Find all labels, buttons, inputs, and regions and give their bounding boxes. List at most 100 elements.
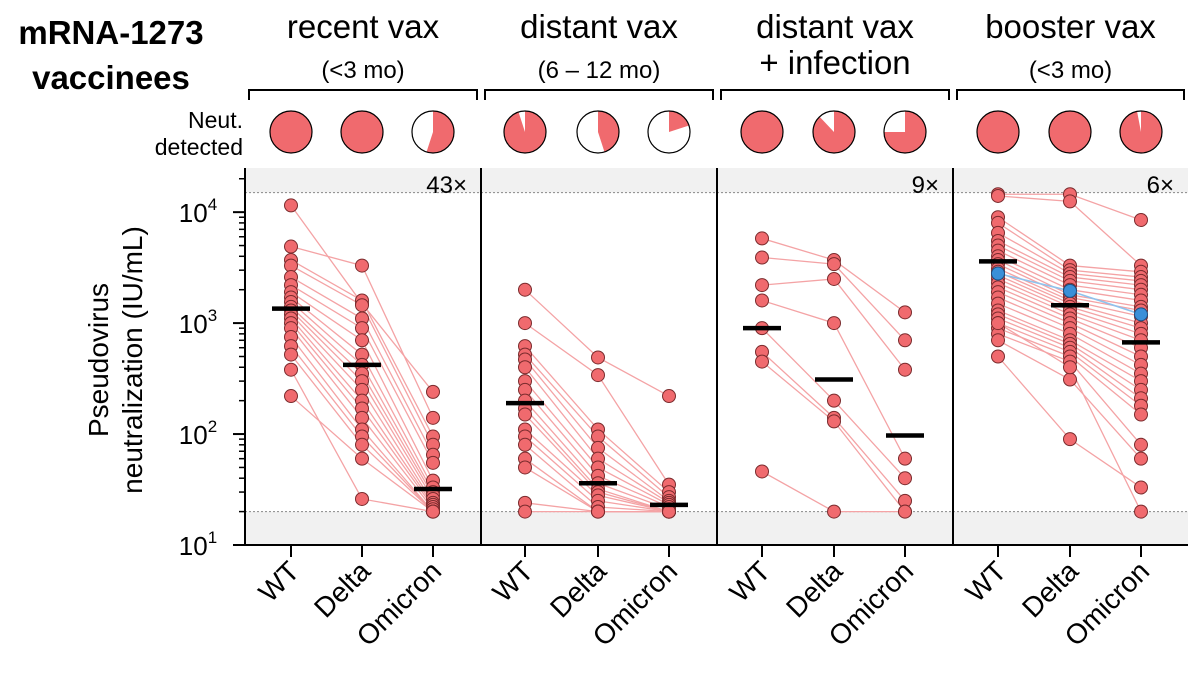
- data-point: [1063, 432, 1077, 447]
- data-point: [284, 389, 298, 404]
- data-point: [991, 188, 1005, 203]
- data-point: [355, 321, 369, 336]
- highlight-point: [1063, 283, 1077, 298]
- data-point: [518, 437, 532, 452]
- data-point: [518, 282, 532, 297]
- data-point: [1134, 451, 1148, 466]
- data-point: [284, 239, 298, 254]
- pie-slice-detected: [740, 110, 784, 154]
- group-subtitle: (<3 mo): [321, 57, 404, 84]
- y-axis-title: Pseudovirus neutralization (IU/mL): [83, 226, 148, 494]
- data-point: [827, 271, 841, 286]
- fold-change-label: 43×: [426, 172, 467, 199]
- group-title: distant vax: [520, 8, 678, 45]
- pie-outline: [883, 110, 927, 154]
- pie-outline: [503, 110, 547, 154]
- data-point: [1134, 407, 1148, 422]
- group-subtitle: (6 – 12 mo): [538, 57, 661, 84]
- data-point: [518, 407, 532, 422]
- data-point: [991, 316, 1005, 331]
- pie-slice-detected: [269, 110, 313, 154]
- data-point: [518, 360, 532, 375]
- data-point: [518, 460, 532, 475]
- pie-outline: [1119, 110, 1163, 154]
- data-point: [991, 333, 1005, 348]
- group-bracket: [484, 89, 714, 100]
- data-point: [1063, 372, 1077, 387]
- pie-slice-detected: [426, 111, 455, 153]
- fold-change-label: 6×: [1147, 172, 1174, 199]
- neut-pie-delta: [812, 110, 856, 154]
- data-point: [1134, 437, 1148, 452]
- y-tick-label: 101: [179, 528, 217, 561]
- group-bracket: [956, 89, 1185, 100]
- pie-slice-detected: [976, 110, 1020, 154]
- neut-pie-omicron: [1119, 110, 1163, 154]
- x-tick-label-wt: WT: [253, 555, 306, 608]
- data-point: [827, 504, 841, 519]
- data-point: [284, 347, 298, 362]
- data-point: [898, 504, 912, 519]
- data-point: [662, 389, 676, 404]
- data-point: [1134, 212, 1148, 227]
- pie-slice-detected: [1048, 110, 1092, 154]
- neut-pie-delta: [1048, 110, 1092, 154]
- y-tick-label: 103: [179, 306, 217, 339]
- pie-slice-detected: [1120, 111, 1162, 153]
- pie-outline: [576, 110, 620, 154]
- data-point: [355, 333, 369, 348]
- data-point: [1134, 504, 1148, 519]
- pie-slice-detected: [669, 111, 689, 132]
- data-point: [755, 250, 769, 265]
- y-tick-label: 104: [179, 195, 217, 228]
- group-title: recent vax: [287, 8, 440, 45]
- subject-points: [518, 282, 676, 519]
- data-point: [426, 455, 440, 470]
- neut-pie-omicron: [647, 110, 691, 154]
- neut-pie-delta: [576, 110, 620, 154]
- data-point: [827, 257, 841, 272]
- neut-pie-delta: [340, 110, 384, 154]
- data-point: [827, 414, 841, 429]
- subject-points: [991, 187, 1148, 519]
- data-point: [1063, 360, 1077, 375]
- data-point: [827, 316, 841, 331]
- data-point: [1134, 480, 1148, 495]
- figure-title: mRNA-1273 vaccinees: [6, 10, 216, 100]
- pie-outline: [647, 110, 691, 154]
- subject-line: [761, 361, 906, 513]
- neut-pie-wt: [740, 110, 784, 154]
- data-point: [755, 464, 769, 479]
- neut-detected-label: Neut. detected: [155, 107, 243, 160]
- group-bracket: [720, 89, 950, 100]
- data-point: [426, 410, 440, 425]
- pie-slice-detected: [813, 111, 856, 153]
- data-point: [898, 305, 912, 320]
- data-point: [755, 293, 769, 308]
- data-point: [355, 491, 369, 506]
- data-point: [355, 258, 369, 273]
- pie-slice-detected: [598, 111, 620, 152]
- data-point: [426, 504, 440, 519]
- data-point: [355, 437, 369, 452]
- fold-change-label: 9×: [912, 172, 939, 199]
- data-point: [355, 410, 369, 425]
- data-point: [1063, 194, 1077, 209]
- pie-slice-detected: [504, 111, 547, 153]
- data-point: [518, 504, 532, 519]
- data-point: [426, 384, 440, 399]
- y-tick-label: 102: [179, 417, 217, 450]
- highlight-point: [991, 266, 1005, 281]
- pie-slice-detected: [340, 110, 384, 154]
- data-point: [284, 198, 298, 213]
- data-point: [755, 278, 769, 293]
- x-tick-label-wt: WT: [724, 555, 777, 608]
- neut-pie-omicron: [883, 110, 927, 154]
- neut-pie-wt: [269, 110, 313, 154]
- data-point: [827, 393, 841, 408]
- data-point: [898, 451, 912, 466]
- group-title: distant vax: [756, 8, 914, 45]
- data-point: [755, 231, 769, 246]
- pie-outline: [812, 110, 856, 154]
